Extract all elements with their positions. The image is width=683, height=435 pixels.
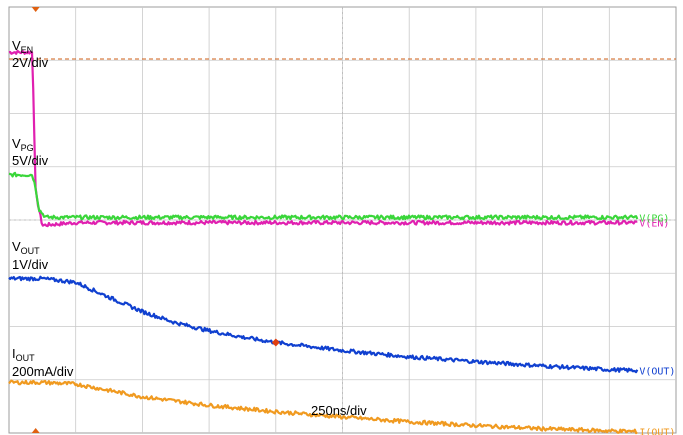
trigger-position-marker-bottom: [31, 428, 40, 433]
vout-label: VOUT: [12, 239, 40, 257]
iout-scale: 200mA/div: [12, 364, 74, 379]
trace-tag-ven: V(EN): [639, 219, 669, 230]
trace-tag-vout: V(OUT): [639, 367, 675, 378]
vpg-scale: 5V/div: [12, 153, 49, 168]
iout-label: IOUT: [12, 346, 35, 364]
trace-vout: [8, 275, 639, 374]
trace-vpg: [8, 171, 639, 221]
ven-scale: 2V/div: [12, 55, 49, 70]
vpg-label: VPG: [12, 136, 34, 154]
timebase-label: 250ns/div: [311, 403, 367, 418]
trace-ven: [8, 49, 638, 228]
trace-iout: [8, 379, 638, 435]
trace-tag-vpg: V(PG): [639, 213, 669, 224]
traces: [8, 49, 639, 435]
vout-scale: 1V/div: [12, 257, 49, 272]
ven-label: VEN: [12, 38, 34, 56]
trigger-position-marker: [31, 7, 40, 12]
trace-tags: V(EN)V(PG) V(OUT) I(OUT): [639, 213, 675, 435]
trace-tag-iout: I(OUT): [639, 428, 675, 435]
cursor-marker: [271, 338, 280, 347]
